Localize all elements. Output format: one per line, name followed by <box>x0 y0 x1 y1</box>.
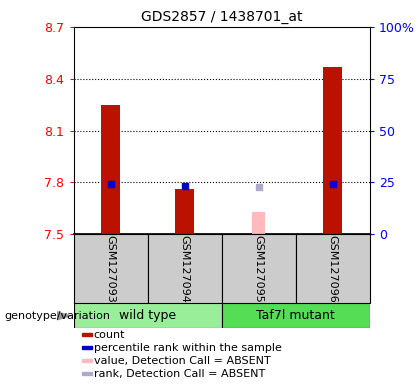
Text: count: count <box>94 330 125 340</box>
Bar <box>82 372 92 375</box>
Bar <box>147 234 222 303</box>
Text: GSM127095: GSM127095 <box>254 235 264 303</box>
Bar <box>82 346 92 349</box>
Title: GDS2857 / 1438701_at: GDS2857 / 1438701_at <box>141 10 302 25</box>
Bar <box>74 234 147 303</box>
Text: value, Detection Call = ABSENT: value, Detection Call = ABSENT <box>94 356 270 366</box>
Bar <box>252 212 265 234</box>
Bar <box>74 303 222 328</box>
Bar <box>222 234 296 303</box>
Bar <box>101 104 120 234</box>
Text: Taf7l mutant: Taf7l mutant <box>256 310 335 322</box>
Text: GSM127094: GSM127094 <box>179 235 189 303</box>
Text: GSM127093: GSM127093 <box>105 235 116 303</box>
Bar <box>222 303 370 328</box>
Bar <box>175 189 194 234</box>
Bar <box>82 333 92 336</box>
Text: percentile rank within the sample: percentile rank within the sample <box>94 343 282 353</box>
Bar <box>82 359 92 362</box>
Text: GSM127096: GSM127096 <box>328 235 338 303</box>
Polygon shape <box>57 311 73 321</box>
Text: rank, Detection Call = ABSENT: rank, Detection Call = ABSENT <box>94 369 265 379</box>
Bar <box>296 234 370 303</box>
Text: genotype/variation: genotype/variation <box>4 311 110 321</box>
Bar <box>323 66 342 234</box>
Text: wild type: wild type <box>119 310 176 322</box>
